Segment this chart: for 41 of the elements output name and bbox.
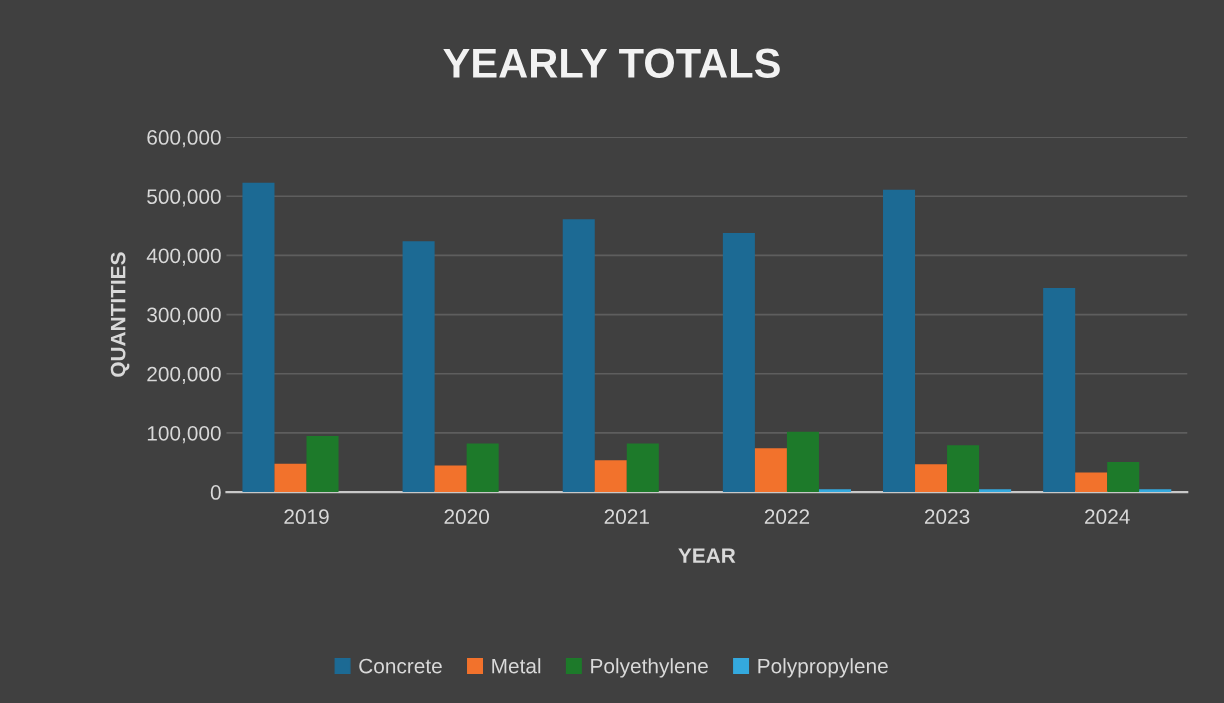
bar [915, 464, 948, 493]
x-tick-label: 2023 [924, 509, 970, 525]
bar [242, 182, 275, 493]
bar [722, 232, 755, 493]
legend-label: Metal [492, 658, 541, 674]
bar [818, 489, 851, 493]
bar [306, 435, 339, 493]
y-tick-label: 500,000 [147, 189, 221, 207]
x-tick-label: 2024 [1085, 509, 1130, 525]
bar [1043, 287, 1076, 493]
x-tick-label: 2019 [284, 509, 329, 525]
chart-title: YEARLY TOTALS [443, 48, 780, 78]
y-tick-label: 200,000 [147, 366, 221, 384]
y-axis-title: QUANTITIES [110, 252, 130, 377]
bar [754, 448, 787, 493]
x-tick-label: 2022 [764, 509, 810, 525]
x-tick-label: 2021 [604, 509, 649, 525]
bar [883, 189, 916, 493]
bar [626, 443, 659, 493]
bar [594, 460, 627, 493]
y-tick-label: 400,000 [146, 248, 221, 266]
legend-label: Polyethylene [591, 658, 708, 678]
x-axis-title: YEAR [678, 548, 736, 563]
bar [947, 445, 980, 493]
bar [979, 489, 1012, 493]
bar [1075, 472, 1108, 493]
bar [562, 219, 595, 493]
y-tick-label: 600,000 [147, 130, 221, 148]
legend-label: Concrete [359, 658, 442, 674]
y-tick-label: 0 [210, 485, 221, 500]
y-tick-label: 300,000 [147, 307, 221, 325]
bar [402, 241, 435, 493]
bar [274, 463, 307, 493]
bar [1107, 461, 1140, 493]
y-tick-label: 100,000 [147, 425, 221, 444]
bar [434, 465, 467, 493]
bar [1139, 489, 1172, 493]
bar [786, 431, 819, 493]
legend-label: Polypropylene [758, 658, 888, 678]
bar [466, 443, 499, 493]
x-tick-label: 2020 [444, 509, 490, 525]
